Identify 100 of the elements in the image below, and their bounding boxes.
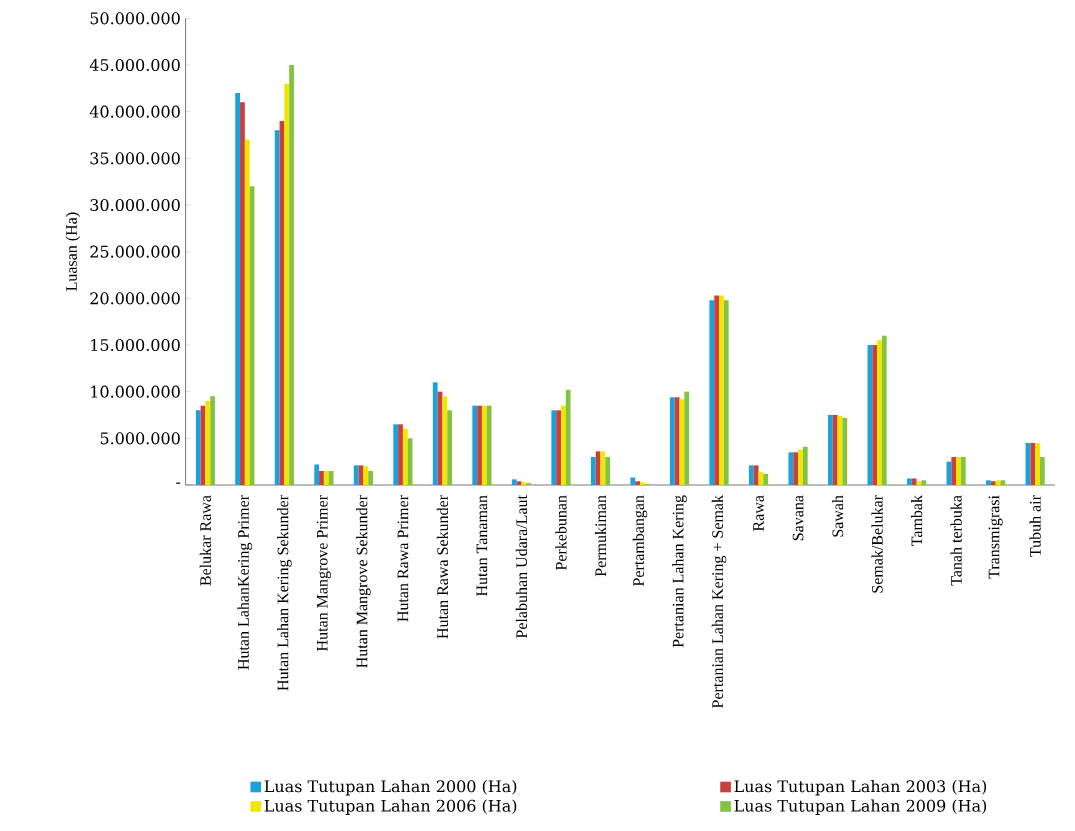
bar <box>363 466 369 485</box>
legend-label: Luas Tutupan Lahan 2000 (Ha) <box>264 779 517 796</box>
bar <box>432 382 438 485</box>
bar <box>472 405 478 485</box>
bar <box>398 424 403 485</box>
bar <box>556 410 561 485</box>
y-tick-label: 15.000.000 <box>91 338 180 352</box>
bar <box>442 396 448 485</box>
x-tick-label: Hutan Rawa Primer <box>397 495 409 622</box>
y-tick-label: 50.000.000 <box>90 12 180 25</box>
bar <box>244 139 250 485</box>
bar <box>748 465 754 485</box>
x-tick-label: Permukiman <box>594 495 607 577</box>
bar <box>511 479 517 485</box>
bar <box>274 130 280 485</box>
bar <box>951 456 957 485</box>
y-tick-label: 25.000.000 <box>90 245 180 258</box>
bar <box>842 417 848 485</box>
bar <box>205 400 211 485</box>
y-tick-label: 40.000.000 <box>89 105 180 118</box>
bar <box>802 446 808 485</box>
bar <box>635 481 640 485</box>
x-tick-label: Rawa <box>753 495 764 531</box>
bar <box>960 456 966 485</box>
bar <box>990 481 996 485</box>
bar <box>872 344 878 485</box>
bar <box>560 405 566 485</box>
bar <box>521 482 527 485</box>
y-axis-title: Luasan (Ha) <box>65 212 81 291</box>
bar <box>674 397 680 485</box>
bar <box>323 470 329 485</box>
bar <box>907 478 912 485</box>
x-tick-label: Belukar Rawa <box>199 495 211 586</box>
x-tick-label: Pertambangan <box>632 495 648 587</box>
x-tick-label: Hutan Mangrove Sekunder <box>356 495 371 668</box>
bar <box>590 456 596 485</box>
x-tick-label: Tubuh air <box>1029 495 1041 557</box>
bar <box>995 480 1001 485</box>
bar <box>240 102 245 485</box>
bar <box>289 64 294 485</box>
y-tick-label: 30.000.000 <box>90 198 180 212</box>
bar <box>402 428 408 485</box>
bar <box>1035 442 1040 485</box>
bar <box>1039 456 1045 485</box>
bar <box>481 405 487 485</box>
bar <box>235 92 241 485</box>
x-tick-label: Transmigrasi <box>988 495 1003 579</box>
x-tick-label: Sawah <box>831 495 844 537</box>
x-tick-label: Hutan Mangrove Primer <box>316 495 331 651</box>
legend-label: Luas Tutupan Lahan 2003 (Ha) <box>734 779 987 796</box>
bar <box>798 449 803 485</box>
y-tick-label: 10.000.000 <box>91 385 180 398</box>
bar <box>1000 480 1006 485</box>
bar <box>877 340 882 485</box>
y-tick-label: 20.000.000 <box>90 292 180 305</box>
bar <box>486 405 492 485</box>
bar <box>921 480 927 485</box>
bar <box>195 410 201 485</box>
bar <box>793 452 799 485</box>
bar <box>565 389 571 485</box>
bar <box>753 465 759 485</box>
bar <box>600 451 606 485</box>
x-tick-label: Hutan LahanKering Primer <box>237 495 253 670</box>
legend-label: Luas Tutupan Lahan 2009 (Ha) <box>734 799 987 815</box>
bar <box>407 438 413 485</box>
bar <box>867 344 873 485</box>
bar <box>723 300 729 485</box>
bar <box>605 456 611 485</box>
x-tick-label: Tambak <box>910 495 923 547</box>
x-tick-label: Perkebunan <box>555 495 567 571</box>
bar <box>284 83 290 485</box>
bar <box>911 478 917 485</box>
bar <box>640 482 645 485</box>
bar <box>314 464 320 485</box>
x-tick-label: Pelabuhan Udara/Laut <box>515 495 528 639</box>
bar <box>763 473 769 485</box>
y-tick-label: - <box>176 482 181 484</box>
x-tick-label: Pertanian Lahan Kering <box>672 495 687 648</box>
bar <box>684 391 690 485</box>
x-tick-label: Pertanian Lahan Kering + Semak <box>711 495 727 708</box>
x-tick-label: Hutan Rawa Sekunder <box>436 495 449 639</box>
bar <box>1030 442 1036 485</box>
bar <box>881 335 887 485</box>
x-tick-label: Semak/Belukar <box>871 495 883 593</box>
bar <box>827 414 833 485</box>
bar <box>447 410 453 485</box>
x-tick-label: Savana <box>792 495 804 541</box>
y-tick-label: 45.000.000 <box>89 58 180 72</box>
bar <box>719 295 724 485</box>
bar <box>551 410 557 485</box>
legend-label: Luas Tutupan Lahan 2006 (Ha) <box>264 799 517 815</box>
bar <box>319 470 324 485</box>
x-tick-label: Hutan Lahan Kering Sekunder <box>277 495 292 691</box>
bar <box>788 452 794 485</box>
bar <box>709 300 715 485</box>
bar <box>669 397 675 485</box>
bar <box>353 465 359 485</box>
x-tick-label: Tanah terbuka <box>950 495 962 586</box>
bar <box>832 414 838 485</box>
bar <box>393 424 399 485</box>
